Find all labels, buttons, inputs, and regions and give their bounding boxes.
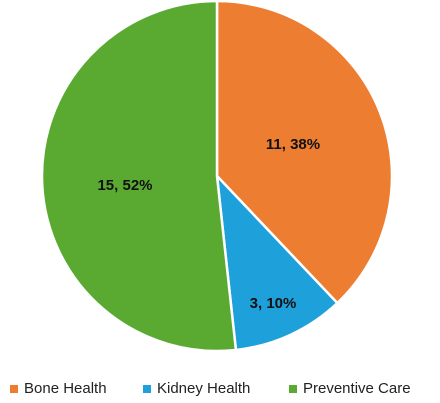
legend-swatch-bone-health [10, 384, 18, 393]
pie-slice-kidney-health [215, 172, 340, 352]
legend-item-bone-health: Bone Health [10, 380, 107, 397]
legend-label-kidney-health: Kidney Health [157, 380, 251, 397]
pie-plot-area: 11, 38% 3, 10% 15, 52% [40, 0, 394, 353]
legend-label-preventive-care: Preventive Care [303, 380, 411, 397]
legend-label-bone-health: Bone Health [24, 380, 107, 397]
data-label-bone-health: 11, 38% [266, 136, 320, 153]
legend-swatch-kidney-health [143, 384, 151, 393]
pie-slice-bone-health [215, 0, 394, 305]
legend-swatch-preventive-care [289, 384, 297, 393]
pie-slice-preventive-care [40, 0, 238, 353]
legend-item-kidney-health: Kidney Health [143, 380, 250, 397]
legend-item-preventive-care: Preventive Care [289, 380, 411, 397]
data-label-kidney-health: 3, 10% [250, 295, 297, 312]
legend: Bone Health Kidney Health Preventive Car… [0, 380, 440, 402]
data-label-preventive-care: 15, 52% [97, 177, 152, 194]
